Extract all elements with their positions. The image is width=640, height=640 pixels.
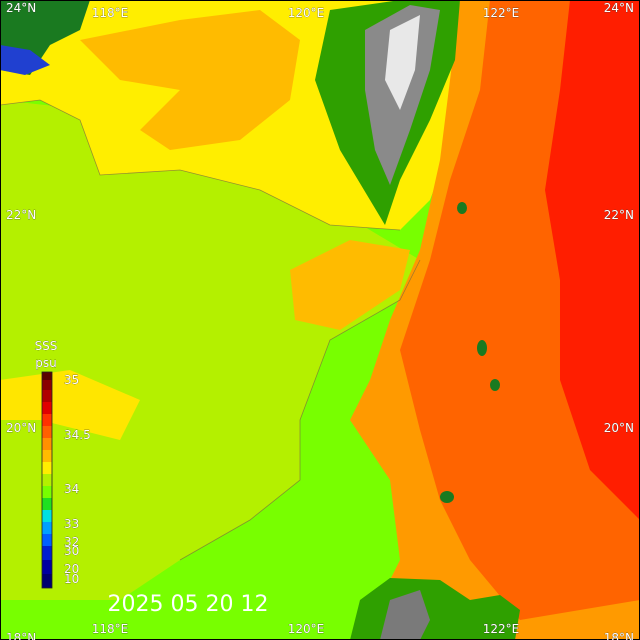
colorbar-swatch	[42, 574, 52, 588]
legend-label: 34.5	[64, 428, 91, 442]
legend-label: 33	[64, 517, 79, 531]
yellow-green-zone	[0, 100, 420, 600]
colorbar-swatch	[42, 486, 52, 498]
red-zone	[545, 0, 640, 520]
island	[457, 202, 467, 214]
colorbar-swatch	[42, 426, 52, 438]
legend-label: 30	[64, 544, 79, 558]
legend-label: 20	[64, 562, 79, 576]
colorbar-swatch	[42, 560, 52, 574]
yellow-patch	[0, 370, 140, 440]
lat-label: 22°N	[604, 208, 634, 222]
colorbar-swatch	[42, 498, 52, 510]
orange-tongue	[290, 240, 410, 330]
legend-label: 10	[64, 572, 79, 586]
timestamp: 2025 05 20 12	[108, 592, 269, 617]
lat-label: 22°N	[6, 208, 36, 222]
lat-label: 24°N	[6, 1, 36, 15]
legend-label: 35	[64, 373, 79, 387]
island	[477, 340, 487, 356]
isohaline	[0, 99, 421, 561]
lat-label: 18°N	[604, 631, 634, 640]
colorbar-swatch	[42, 510, 52, 522]
colorbar-swatch	[42, 380, 52, 390]
island	[490, 379, 500, 391]
legend-title: SSS	[35, 339, 58, 353]
china-coast-water	[0, 45, 50, 75]
colorbar-swatch	[42, 546, 52, 560]
colorbar-swatch	[42, 474, 52, 486]
legend-unit: psu	[35, 356, 56, 370]
colorbar-swatch	[42, 534, 52, 546]
colorbar-swatch	[42, 438, 52, 450]
legend-label: 32	[64, 535, 79, 549]
labels: 24°N 22°N 20°N 18°N 24°N 22°N 20°N 18°N 118°E 120…	[6, 1, 634, 640]
lon-label: 122°E	[483, 6, 520, 20]
colorbar-swatch	[42, 402, 52, 414]
island	[440, 491, 454, 503]
lon-label: 122°E	[483, 622, 520, 636]
lon-label: 120°E	[288, 622, 325, 636]
taiwan-peak	[385, 15, 420, 110]
colorbar-swatch	[42, 450, 52, 462]
lat-label: 18°N	[6, 631, 36, 640]
legend-label: 34	[64, 482, 79, 496]
orange-blob	[80, 10, 300, 150]
lat-label: 20°N	[6, 421, 36, 435]
lat-label: 24°N	[604, 1, 634, 15]
lon-label: 118°E	[92, 622, 129, 636]
luzon-mountain	[380, 590, 430, 640]
colorbar-swatch	[42, 390, 52, 402]
colorbar-swatch	[42, 522, 52, 534]
colorbar-swatch	[42, 462, 52, 474]
lon-label: 120°E	[288, 6, 325, 20]
lon-label: 118°E	[92, 6, 129, 20]
colorbar-border	[41, 371, 53, 589]
colorbar-swatch	[42, 372, 52, 380]
colorbar-swatch	[42, 414, 52, 426]
colorbar	[41, 371, 53, 589]
lat-label: 20°N	[604, 421, 634, 435]
